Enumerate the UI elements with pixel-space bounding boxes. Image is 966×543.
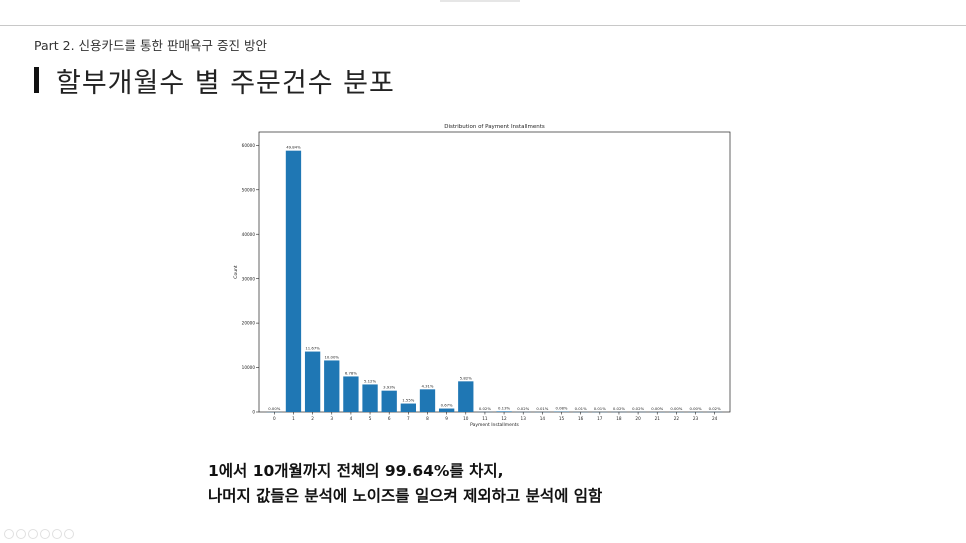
bar	[304, 351, 321, 412]
bar	[324, 360, 340, 412]
x-tick-label: 14	[540, 416, 546, 421]
pen-tool-button[interactable]	[28, 529, 38, 539]
y-tick-label: 30000	[242, 276, 256, 281]
bar	[496, 411, 512, 412]
slide-nav-controls	[4, 529, 74, 539]
caption: 1에서 10개월까지 전체의 99.64%를 차지, 나머지 값들은 분석에 노…	[208, 459, 602, 509]
x-tick-label: 21	[655, 416, 661, 421]
slide-title-block: 할부개월수 별 주문건수 분포	[34, 60, 395, 100]
bar-percent-label: 0.13%	[498, 405, 510, 410]
bar-percent-label: 0.02%	[632, 406, 644, 411]
bar-percent-label: 6.78%	[345, 370, 357, 375]
chart-svg: Distribution of Payment Installments0100…	[233, 124, 731, 428]
next-slide-button[interactable]	[16, 529, 26, 539]
x-tick-label: 13	[521, 416, 527, 421]
bar-percent-label: 0.01%	[536, 406, 548, 411]
x-tick-label: 11	[482, 416, 488, 421]
x-tick-label: 5	[369, 416, 372, 421]
plot-frame	[258, 131, 731, 413]
x-tick-label: 8	[426, 416, 429, 421]
x-tick-label: 17	[597, 416, 603, 421]
x-tick-label: 16	[578, 416, 584, 421]
header-divider	[0, 25, 966, 26]
bar	[381, 390, 397, 412]
bar	[362, 384, 378, 412]
bar-percent-label: 0.02%	[709, 406, 721, 411]
bar-percent-label: 0.00%	[651, 406, 663, 411]
x-tick-label: 10	[463, 416, 469, 421]
x-tick-label: 3	[330, 416, 333, 421]
bar-percent-label: 0.01%	[594, 406, 606, 411]
x-tick-label: 15	[559, 416, 565, 421]
x-tick-label: 0	[273, 416, 276, 421]
bar-percent-label: 1.55%	[402, 398, 414, 403]
bar-percent-label: 5.82%	[460, 375, 472, 380]
y-tick-label: 40000	[242, 232, 256, 237]
caption-line-1: 1에서 10개월까지 전체의 99.64%를 차지,	[208, 462, 504, 480]
more-options-button[interactable]	[64, 529, 74, 539]
y-tick-label: 20000	[242, 321, 256, 326]
x-tick-label: 12	[501, 416, 507, 421]
x-tick-label: 4	[350, 416, 353, 421]
bar	[400, 403, 416, 412]
zoom-button[interactable]	[52, 529, 62, 539]
top-tab-indicator	[440, 0, 520, 2]
bar-percent-label: 0.02%	[517, 406, 529, 411]
title-accent-bar	[34, 67, 39, 93]
x-tick-label: 9	[445, 416, 448, 421]
bar	[438, 408, 455, 412]
bar	[458, 381, 474, 412]
bar-percent-label: 0.02%	[613, 406, 625, 411]
bar	[419, 389, 436, 412]
y-tick-label: 0	[252, 410, 255, 415]
bar-percent-label: 0.00%	[690, 406, 702, 411]
bar-percent-label: 0.08%	[555, 406, 567, 411]
chart-title: Distribution of Payment Installments	[444, 124, 545, 130]
bar-percent-label: 49.84%	[286, 145, 301, 150]
x-axis-label: Payment Installments	[470, 422, 519, 428]
y-tick-label: 60000	[242, 143, 256, 148]
bar-percent-label: 0.67%	[441, 403, 453, 408]
x-tick-label: 1	[292, 416, 295, 421]
prev-slide-button[interactable]	[4, 529, 14, 539]
y-axis-label: Count	[233, 265, 239, 279]
bar-percent-label: 0.01%	[575, 406, 587, 411]
x-tick-label: 20	[635, 416, 641, 421]
bar-percent-label: 10.00%	[325, 354, 340, 359]
x-tick-label: 22	[674, 416, 680, 421]
bar-percent-label: 0.00%	[670, 406, 682, 411]
x-tick-label: 7	[407, 416, 410, 421]
bar	[285, 150, 302, 412]
x-tick-label: 23	[693, 416, 699, 421]
caption-line-2: 나머지 값들은 분석에 노이즈를 일으켜 제외하고 분석에 임함	[208, 487, 603, 505]
bar-percent-label: 0.02%	[479, 406, 491, 411]
slides-overview-button[interactable]	[40, 529, 50, 539]
bar	[343, 376, 359, 412]
part-label: Part 2. 신용카드를 통한 판매욕구 증진 방안	[34, 38, 267, 53]
bar-percent-label: 11.67%	[305, 346, 320, 351]
bar-percent-label: 0.00%	[268, 406, 280, 411]
installments-chart: Distribution of Payment Installments 0 100…	[226, 120, 742, 430]
slide-title: 할부개월수 별 주문건수 분포	[56, 67, 395, 99]
x-tick-label: 18	[616, 416, 622, 421]
y-tick-label: 50000	[242, 187, 256, 192]
bar-percent-label: 3.93%	[383, 385, 395, 390]
bar-percent-label: 4.31%	[421, 383, 433, 388]
y-tick-label: 10000	[242, 365, 256, 370]
x-tick-label: 2	[311, 416, 314, 421]
bar-percent-label: 5.12%	[364, 378, 376, 383]
x-tick-label: 24	[712, 416, 718, 421]
x-tick-label: 6	[388, 416, 391, 421]
